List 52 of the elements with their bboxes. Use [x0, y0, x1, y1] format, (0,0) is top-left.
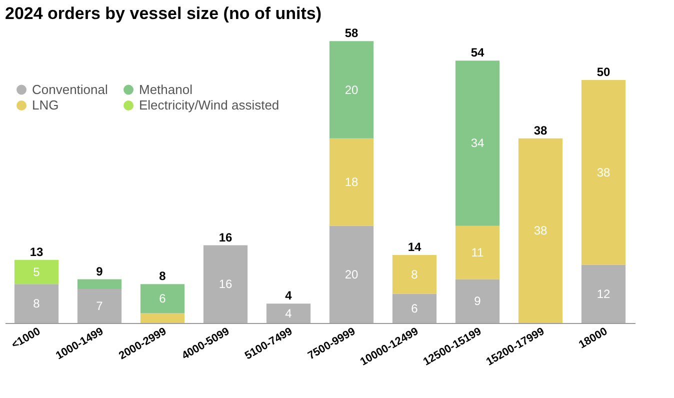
total-label: 16: [218, 230, 232, 244]
bar: [581, 264, 626, 323]
data-label: 6: [159, 292, 166, 306]
total-label: 38: [534, 123, 548, 138]
bar: [140, 313, 185, 323]
total-label: 50: [596, 65, 610, 80]
data-label: 12: [596, 286, 610, 301]
legend-label: Electricity/Wind assisted: [139, 98, 280, 112]
data-label: 18: [344, 175, 358, 190]
data-label: 16: [218, 277, 232, 292]
bar: [455, 226, 500, 280]
bar: [14, 260, 59, 284]
data-label: 11: [471, 246, 484, 260]
bar: [77, 279, 122, 289]
bar: [581, 80, 626, 265]
total-label: 58: [344, 26, 358, 40]
data-label: 20: [344, 267, 358, 282]
legend-label: Conventional: [32, 82, 108, 97]
data-label: 34: [470, 136, 484, 150]
legend-label: LNG: [32, 98, 59, 112]
data-label: 5: [33, 264, 40, 279]
data-label: 4: [285, 306, 292, 320]
bar: [140, 284, 185, 314]
total-label: 14: [408, 240, 422, 254]
bar: [203, 245, 248, 323]
bar: [392, 254, 437, 294]
data-label: 7: [96, 298, 104, 313]
data-label: 20: [344, 82, 358, 97]
data-label: 8: [33, 296, 40, 311]
bar: [329, 41, 374, 138]
total-label: 9: [96, 264, 104, 278]
bar: [329, 138, 374, 226]
data-label: 9: [474, 294, 482, 308]
data-label: 38: [596, 165, 610, 180]
bar: [455, 60, 500, 226]
data-label: 38: [534, 224, 548, 238]
total-label: 54: [470, 46, 484, 60]
bar: [77, 288, 122, 323]
bar: [14, 284, 59, 323]
bar: [518, 138, 563, 323]
bar: [329, 226, 374, 323]
x-tick-label: <1000: [10, 326, 42, 352]
total-label: 8: [159, 269, 166, 284]
bar: [266, 304, 311, 323]
chart-title: 2024 orders by vessel size (no of units): [5, 4, 322, 23]
total-label: 4: [285, 288, 292, 303]
bar: [392, 294, 437, 323]
legend-label: Methanol: [139, 82, 193, 97]
total-label: 13: [30, 244, 44, 259]
bar: [455, 279, 500, 323]
data-label: 6: [411, 301, 418, 316]
data-label: 8: [411, 267, 418, 282]
